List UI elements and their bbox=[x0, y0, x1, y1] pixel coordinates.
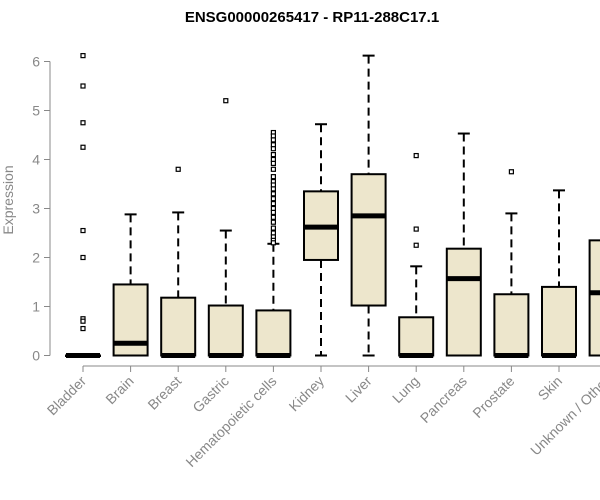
x-tick-label: Prostate bbox=[469, 373, 517, 421]
y-tick-label: 1 bbox=[32, 299, 40, 315]
box-group bbox=[588, 239, 600, 357]
y-axis-label: Expression bbox=[0, 165, 16, 234]
box bbox=[445, 247, 482, 357]
outlier-point bbox=[270, 196, 276, 202]
x-tick-label: Pancreas bbox=[417, 373, 470, 426]
box bbox=[541, 285, 577, 357]
outlier-point bbox=[270, 201, 276, 207]
box-series bbox=[65, 53, 600, 358]
y-tick-label: 3 bbox=[32, 201, 40, 217]
chart-title: ENSG00000265417 - RP11-288C17.1 bbox=[185, 9, 439, 26]
outlier-point bbox=[270, 160, 276, 167]
y-axis: 0 1 2 3 4 5 6 bbox=[32, 54, 51, 364]
outlier-point bbox=[175, 166, 181, 172]
outlier-point bbox=[270, 152, 276, 158]
y-tick-label: 6 bbox=[32, 54, 40, 70]
outlier-point bbox=[80, 120, 86, 126]
box-group bbox=[445, 132, 482, 357]
box-group bbox=[303, 123, 339, 357]
outlier-point bbox=[80, 53, 86, 59]
y-tick-label: 2 bbox=[32, 250, 40, 266]
box bbox=[207, 304, 244, 357]
outlier-point bbox=[270, 214, 276, 220]
outlier-point bbox=[413, 242, 419, 248]
outlier-point bbox=[270, 166, 276, 172]
x-tick-label: Lung bbox=[389, 373, 422, 406]
outlier-point bbox=[413, 226, 419, 232]
box bbox=[588, 239, 600, 357]
outlier-point bbox=[270, 146, 276, 152]
box bbox=[350, 173, 387, 307]
x-tick-label: Bladder bbox=[44, 373, 90, 419]
outlier-point bbox=[270, 209, 276, 216]
outlier-point bbox=[270, 219, 276, 225]
box-group bbox=[255, 129, 292, 358]
y-tick-label: 5 bbox=[32, 103, 40, 119]
x-tick-label: Gastric bbox=[189, 373, 232, 416]
outlier-point bbox=[80, 318, 86, 324]
box-group bbox=[65, 53, 101, 358]
box bbox=[160, 296, 197, 357]
x-tick-label: Brain bbox=[102, 373, 136, 407]
outlier-point bbox=[270, 137, 276, 143]
outlier-point bbox=[80, 254, 86, 261]
outlier-point bbox=[270, 186, 276, 192]
x-tick-label: Breast bbox=[144, 373, 184, 413]
box bbox=[255, 309, 292, 357]
box-group bbox=[493, 169, 530, 358]
box-group bbox=[160, 166, 197, 358]
outlier-point bbox=[270, 225, 276, 231]
outlier-point bbox=[80, 83, 86, 89]
x-tick-label: Skin bbox=[535, 373, 566, 404]
outlier-point bbox=[223, 98, 229, 104]
box-group bbox=[541, 189, 577, 358]
outlier-point bbox=[270, 240, 276, 246]
x-tick-label: Hematopoietic cells bbox=[182, 373, 279, 470]
box-group bbox=[207, 98, 244, 358]
outlier-point bbox=[270, 191, 276, 197]
outlier-point bbox=[413, 152, 419, 159]
y-tick-label: 0 bbox=[32, 348, 40, 364]
box-group bbox=[398, 152, 435, 358]
outlier-point bbox=[80, 325, 86, 332]
box-group bbox=[112, 213, 149, 357]
box bbox=[398, 316, 435, 357]
box-group bbox=[350, 54, 387, 357]
y-tick-label: 4 bbox=[32, 152, 40, 168]
outlier-point bbox=[508, 169, 514, 175]
outlier-point bbox=[270, 174, 276, 180]
x-tick-label: Kidney bbox=[286, 373, 328, 415]
x-tick-label: Liver bbox=[342, 373, 375, 406]
box bbox=[493, 293, 530, 357]
outlier-point bbox=[80, 144, 86, 150]
outlier-point bbox=[80, 227, 86, 234]
